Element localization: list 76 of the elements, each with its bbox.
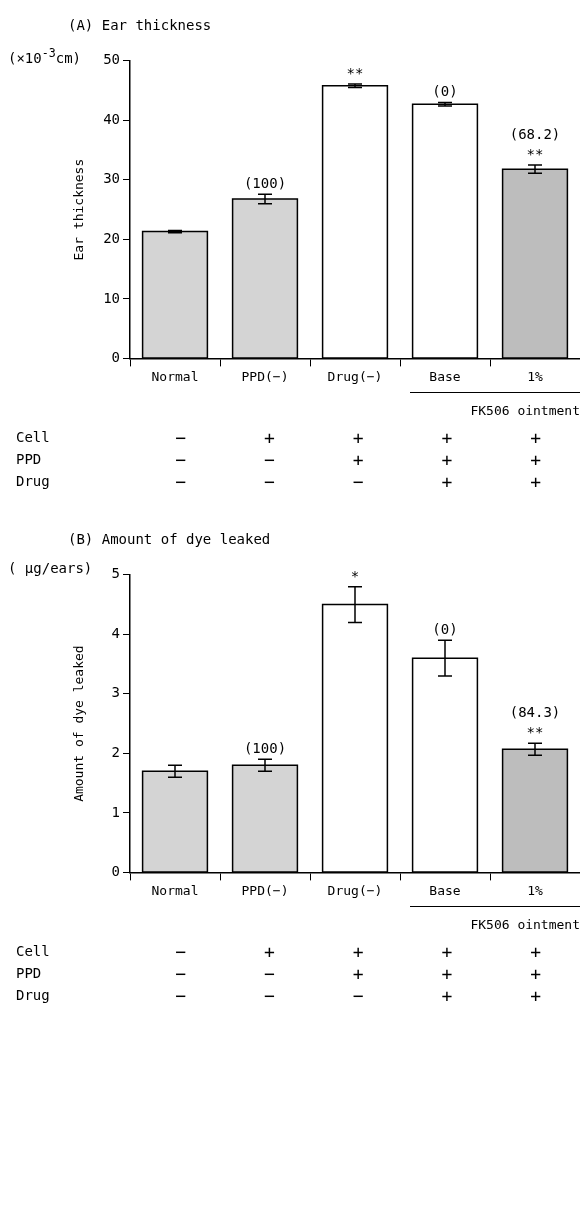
y-tick-label: 4: [111, 624, 120, 641]
annotation: **: [526, 145, 544, 162]
x-tick-label: Normal: [151, 882, 199, 898]
y-tick-label: 0: [111, 863, 120, 880]
text: Drug: [15, 473, 51, 489]
annotation: (100): [243, 175, 287, 192]
y-axis-title: Amount of dye leaked: [71, 645, 87, 802]
text: +: [440, 984, 454, 1006]
text: +: [529, 470, 542, 492]
chart-title: (B) Amount of dye leaked: [68, 531, 271, 548]
text: +: [262, 426, 276, 448]
text: PPD: [15, 451, 43, 467]
y-tick-label: 2: [111, 744, 120, 760]
text: −: [174, 448, 188, 470]
text: +: [529, 984, 542, 1006]
text: +: [440, 940, 454, 962]
annotation: (68.2): [509, 125, 561, 142]
text: −: [351, 984, 365, 1006]
y-tick-label: 1: [111, 803, 120, 820]
annotation: (0): [432, 621, 458, 638]
x-tick-label: Normal: [151, 368, 199, 384]
y-tick-label: 3: [111, 684, 120, 701]
text: FK506 ointment: [410, 392, 580, 418]
x-tick-label: 1%: [527, 882, 543, 898]
text: FK506 ointment: [410, 906, 580, 932]
x-tick-label: Drug(−): [327, 882, 383, 898]
y-tick-label: 50: [103, 51, 120, 68]
annotation: (0): [432, 83, 458, 100]
text: Cell: [15, 429, 51, 445]
text: −: [174, 470, 188, 492]
annotation: **: [346, 65, 364, 82]
text: Drug: [15, 987, 51, 1003]
text: +: [440, 448, 454, 470]
x-tick-label: Base: [429, 882, 461, 898]
chart-title: (A) Ear thickness: [68, 17, 212, 34]
x-tick-label: Drug(−): [327, 368, 383, 384]
text: −: [174, 984, 188, 1006]
text: Cell: [15, 943, 51, 959]
x-tick-label: 1%: [527, 368, 543, 384]
text: −: [174, 940, 188, 962]
y-tick-label: 5: [111, 565, 120, 582]
annotation: **: [526, 724, 544, 741]
text: +: [351, 940, 365, 962]
text: +: [529, 962, 542, 984]
annotation: (100): [243, 740, 287, 757]
text: +: [262, 940, 276, 962]
text: +: [440, 470, 454, 492]
text: +: [440, 962, 454, 984]
text: +: [351, 448, 365, 470]
text: −: [262, 448, 276, 470]
x-tick-label: PPD(−): [241, 368, 289, 384]
text: +: [351, 426, 365, 448]
text: +: [440, 426, 454, 448]
text: −: [174, 426, 188, 448]
annotation: (84.3): [509, 704, 561, 721]
y-axis-title: Ear thickness: [71, 158, 87, 261]
x-tick-label: Base: [429, 368, 461, 384]
text: −: [174, 962, 188, 984]
text: −: [351, 470, 365, 492]
text: −: [262, 962, 276, 984]
y-tick-label: 0: [111, 349, 120, 366]
annotation: *: [350, 567, 360, 584]
y-tick-label: 30: [103, 170, 120, 187]
text: PPD: [15, 965, 43, 981]
text: (×10$^{-3}$cm): [8, 46, 82, 66]
text: +: [351, 962, 365, 984]
text: +: [529, 940, 542, 962]
text: ( μg/ears): [8, 560, 93, 576]
y-tick-label: 10: [103, 289, 120, 306]
text: +: [529, 426, 542, 448]
text: −: [262, 470, 276, 492]
text: +: [529, 448, 542, 470]
text: −: [262, 984, 276, 1006]
x-tick-label: PPD(−): [241, 882, 289, 898]
y-tick-label: 40: [103, 110, 120, 127]
y-tick-label: 20: [103, 230, 120, 246]
